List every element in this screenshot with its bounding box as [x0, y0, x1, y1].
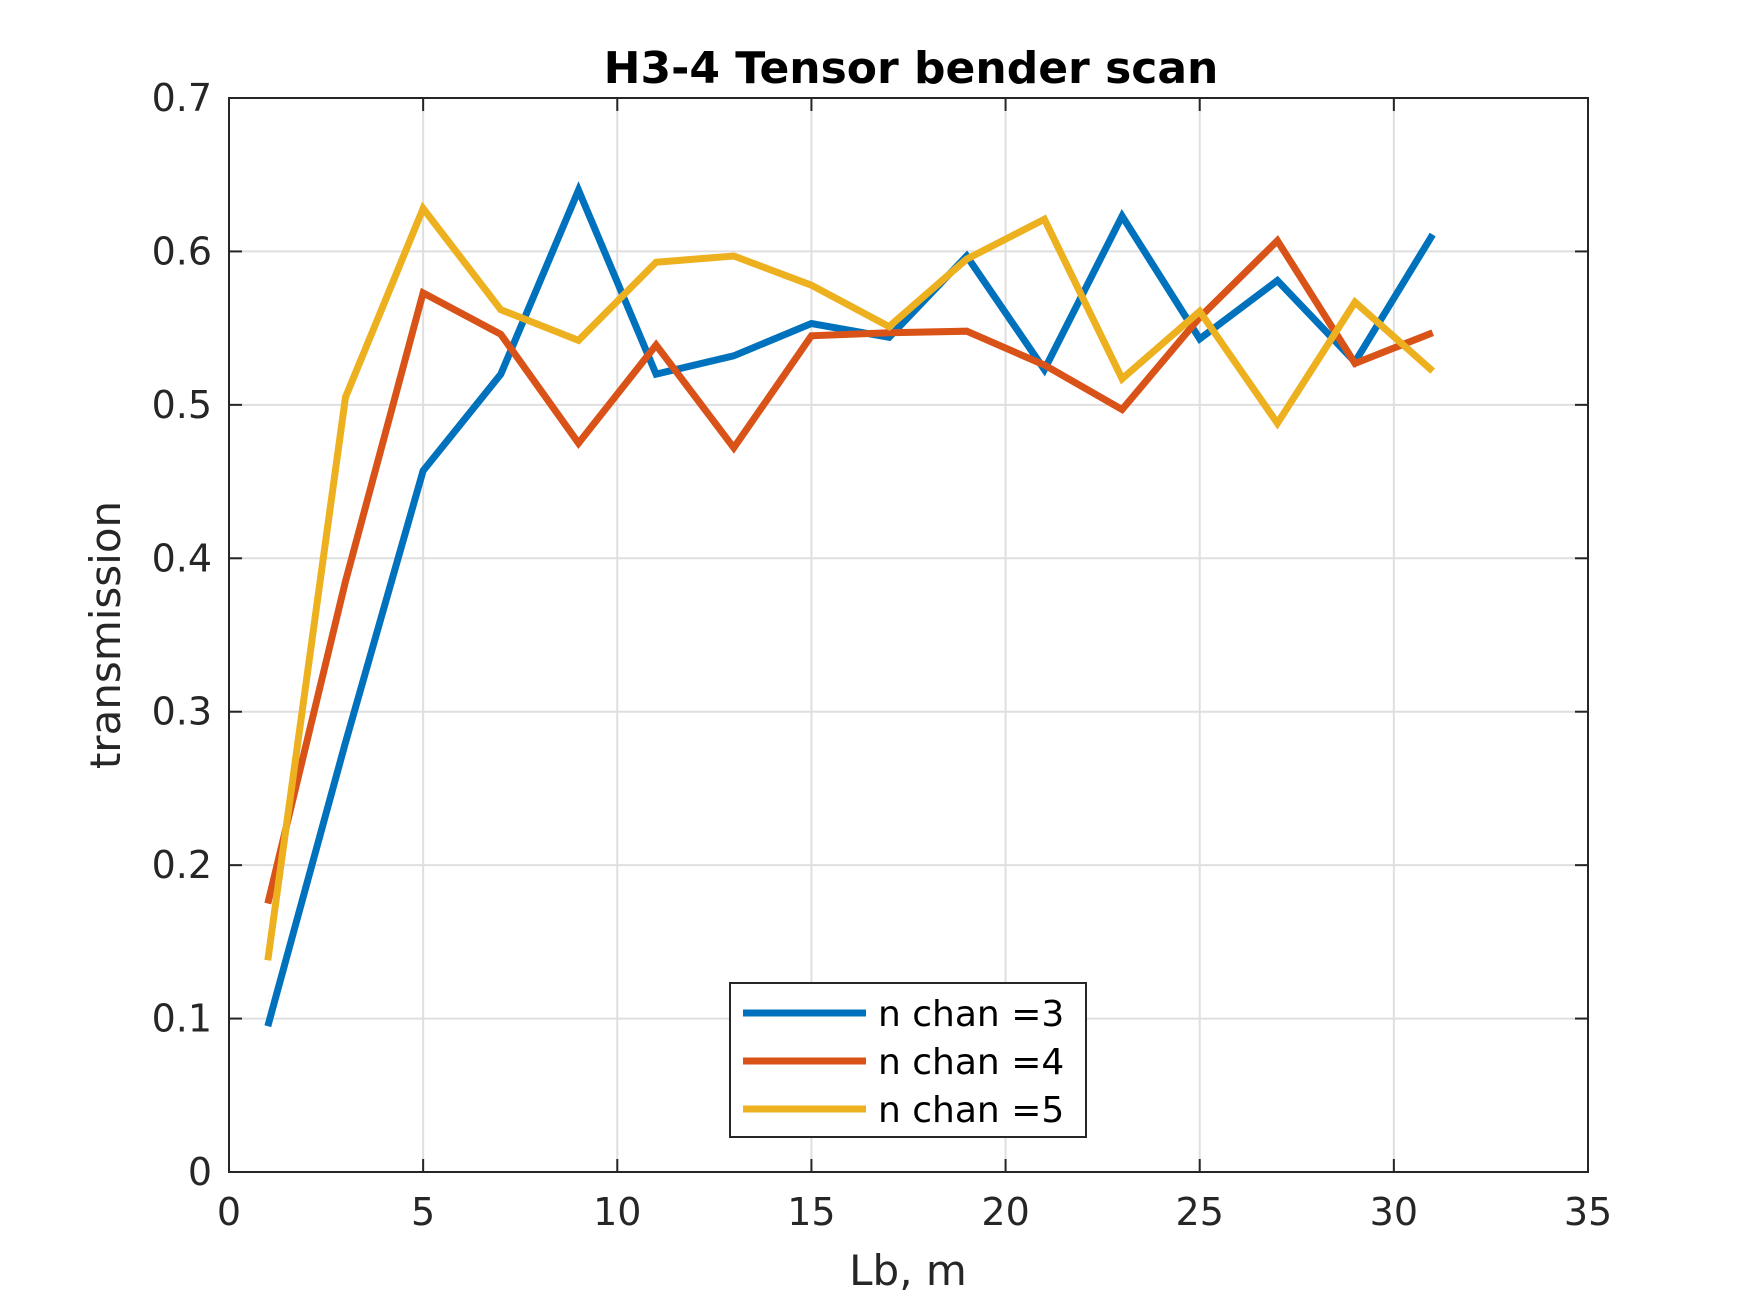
series-group: [264, 181, 1436, 1028]
x-tick-label: 35: [1564, 1190, 1612, 1234]
y-tick-label: 0.3: [152, 690, 212, 734]
legend-label-3: n chan =5: [878, 1090, 1064, 1131]
series-line-1: [264, 181, 1436, 1028]
x-tick-label: 5: [411, 1190, 435, 1234]
tick-labels: 0 5 10 15 20 25 30 35 0 0.1 0.2 0.3 0.4 0.5 0.6 0.7: [152, 76, 1613, 1234]
y-tick-label: 0.7: [152, 76, 212, 120]
series-line-2: [264, 235, 1434, 905]
y-tick-label: 0.6: [152, 229, 212, 273]
legend-label-2: n chan =4: [878, 1042, 1064, 1083]
x-axis-label: Lb, m: [849, 1246, 967, 1295]
y-tick-label: 0.1: [152, 997, 212, 1041]
legend-label-1: n chan =3: [878, 994, 1064, 1035]
x-tick-label: 20: [981, 1190, 1029, 1234]
y-tick-label: 0: [188, 1150, 212, 1194]
y-tick-label: 0.5: [152, 383, 212, 427]
chart-title: H3-4 Tensor bender scan: [604, 43, 1219, 94]
ticks: [228, 97, 1589, 1173]
x-tick-label: 15: [787, 1190, 835, 1234]
series-line-3: [264, 201, 1436, 961]
x-tick-label: 30: [1370, 1190, 1418, 1234]
x-tick-label: 10: [593, 1190, 641, 1234]
y-tick-label: 0.4: [152, 536, 212, 580]
x-tick-label: 0: [217, 1190, 241, 1234]
y-tick-label: 0.2: [152, 843, 212, 887]
y-axis-label: transmission: [81, 501, 130, 769]
x-tick-label: 25: [1176, 1190, 1224, 1234]
plot-frame: [228, 97, 1589, 1173]
legend: n chan =3 n chan =4 n chan =5: [729, 982, 1087, 1138]
